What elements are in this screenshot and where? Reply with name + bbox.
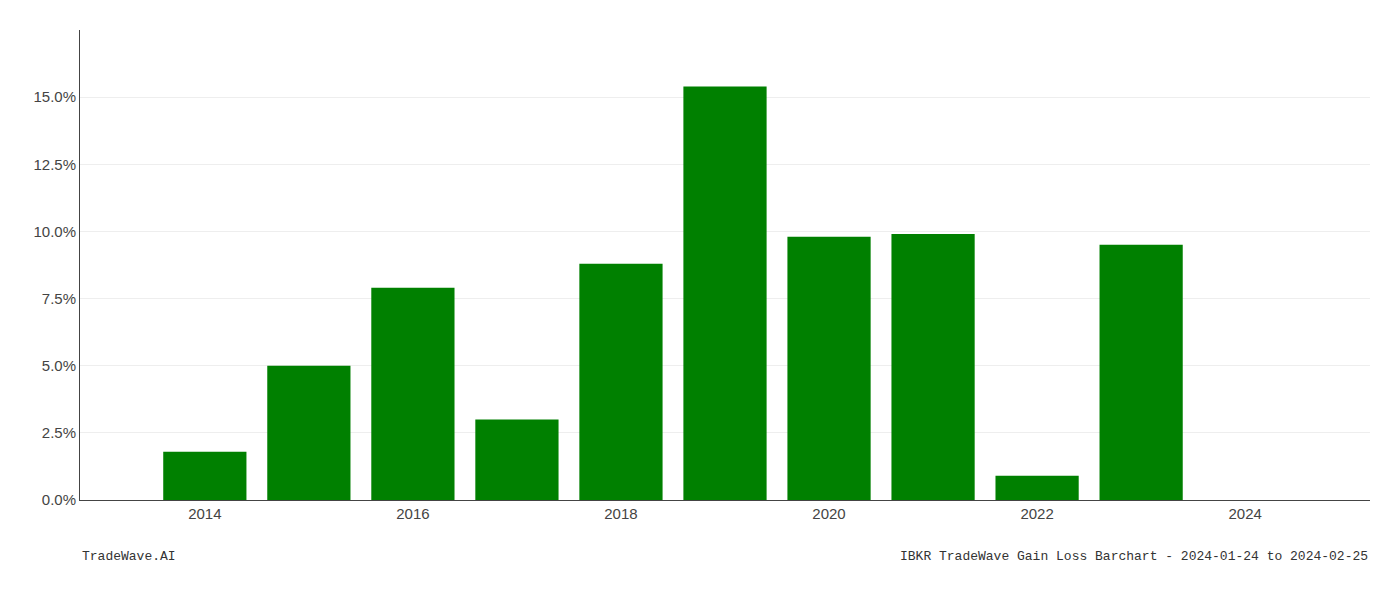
svg-text:2014: 2014 [188,505,221,522]
svg-text:2018: 2018 [604,505,637,522]
svg-text:0.0%: 0.0% [42,491,76,508]
svg-text:2022: 2022 [1020,505,1053,522]
svg-text:IBKR TradeWave Gain Loss Barch: IBKR TradeWave Gain Loss Barchart - 2024… [900,549,1368,564]
svg-text:5.0%: 5.0% [42,357,76,374]
svg-text:2024: 2024 [1228,505,1261,522]
svg-text:7.5%: 7.5% [42,290,76,307]
svg-text:TradeWave.AI: TradeWave.AI [82,549,176,564]
svg-text:2.5%: 2.5% [42,424,76,441]
svg-text:10.0%: 10.0% [33,223,76,240]
svg-text:12.5%: 12.5% [33,156,76,173]
svg-text:2020: 2020 [812,505,845,522]
svg-text:2016: 2016 [396,505,429,522]
svg-text:15.0%: 15.0% [33,88,76,105]
